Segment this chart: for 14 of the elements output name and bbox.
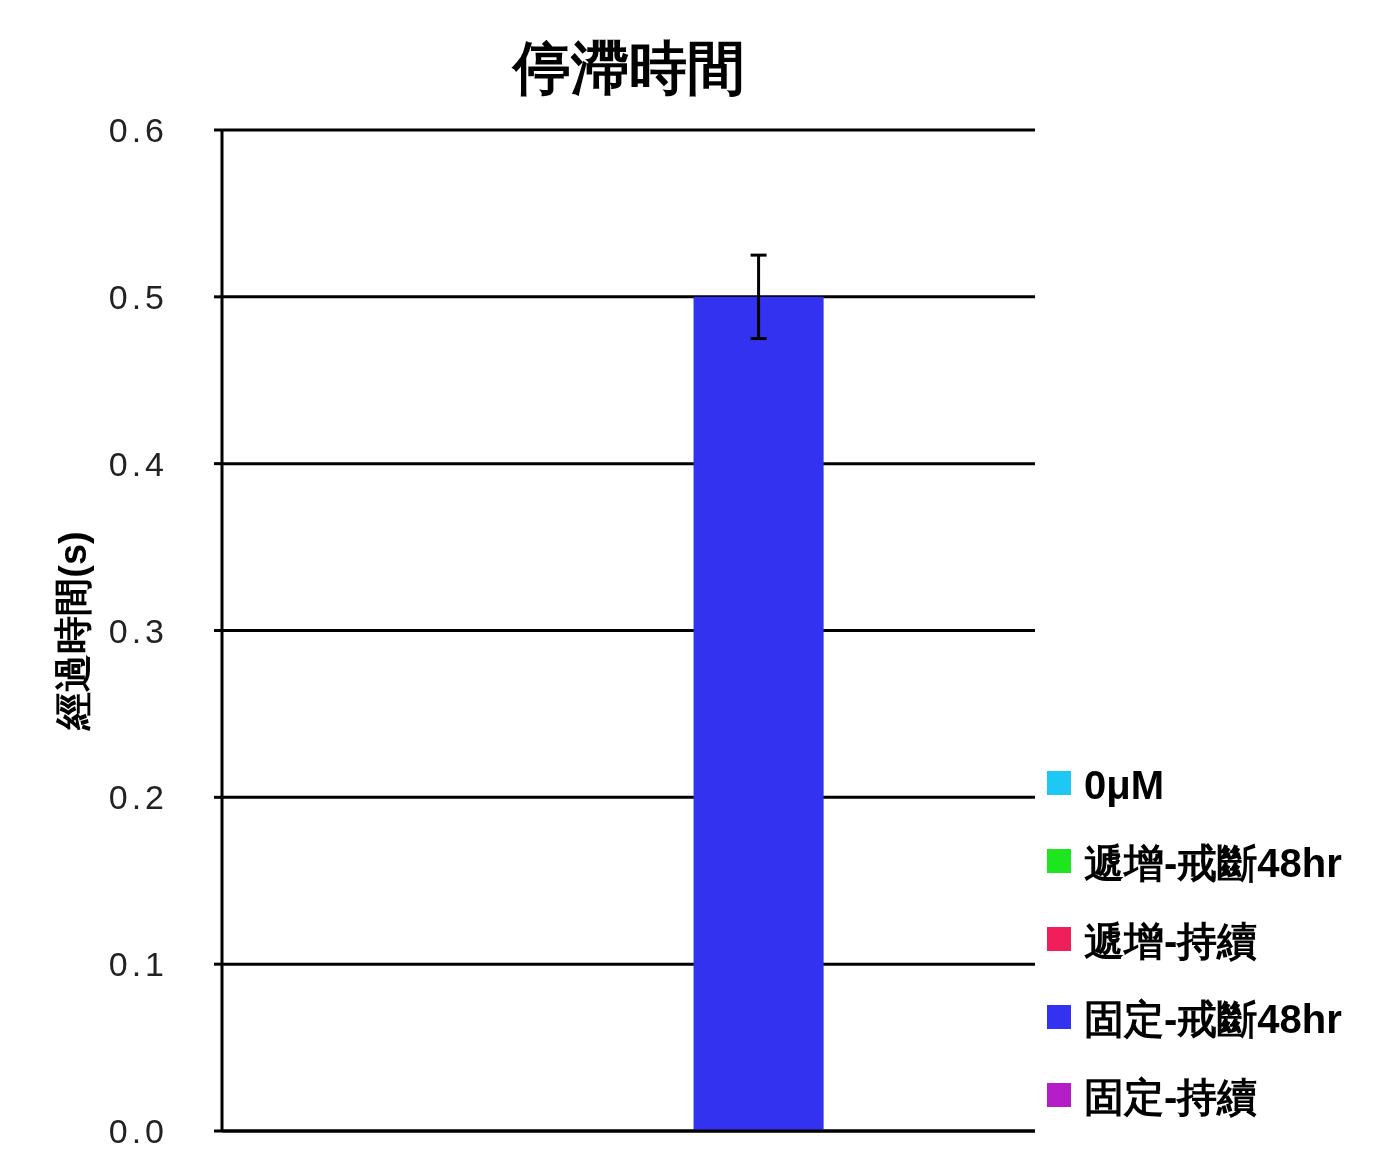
legend-label: 遞增-持續	[1084, 919, 1258, 963]
y-tick-label: 0.1	[108, 945, 168, 984]
y-axis-title: 經過時間(s)	[52, 531, 94, 731]
y-tick-label: 0.3	[108, 611, 168, 650]
y-tick-label: 0.5	[108, 277, 168, 316]
y-tick-label: 0.2	[108, 778, 168, 817]
legend-label: 固定-戒斷48hr	[1084, 997, 1342, 1041]
y-tick-label: 0.0	[108, 1112, 168, 1150]
y-tick-label: 0.6	[108, 111, 168, 149]
legend-label: 固定-持續	[1084, 1075, 1258, 1119]
chart-title: 停滯時間	[510, 35, 745, 100]
y-tick-label: 0.4	[108, 444, 168, 483]
legend-label: 0μM	[1084, 763, 1165, 807]
legend-label: 遞增-戒斷48hr	[1084, 841, 1342, 885]
